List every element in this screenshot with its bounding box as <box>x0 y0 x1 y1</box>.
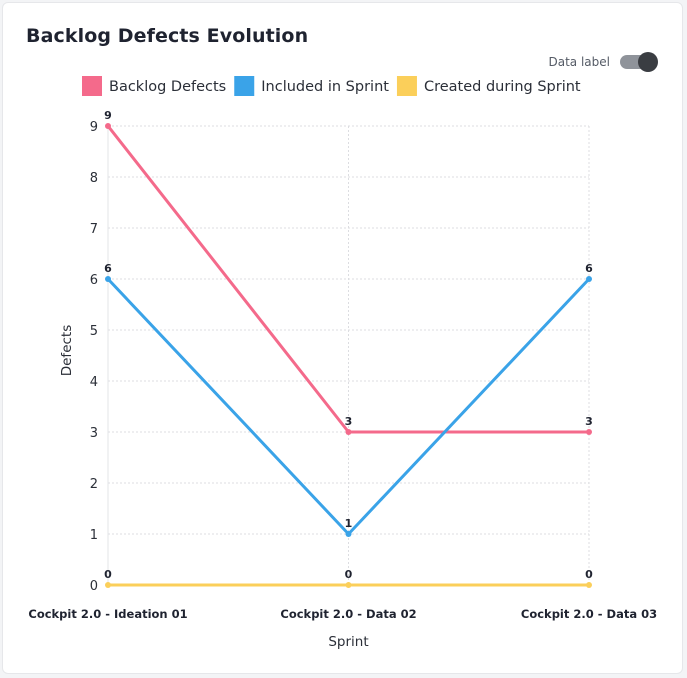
data-point[interactable] <box>345 531 352 537</box>
y-tick-label: 9 <box>90 120 98 135</box>
data-point[interactable] <box>345 582 352 588</box>
legend-label: Included in Sprint <box>261 79 389 95</box>
y-tick-label: 4 <box>90 375 98 390</box>
data-label-toggle[interactable] <box>620 52 658 72</box>
data-label-toggle-label: Data label <box>548 55 611 69</box>
data-label: 6 <box>585 262 593 275</box>
data-label: 0 <box>104 568 112 581</box>
data-labels: 9 3 3 6 1 6 0 0 0 <box>104 109 593 581</box>
data-point[interactable] <box>105 276 111 282</box>
y-tick-label: 1 <box>90 528 98 543</box>
y-tick-label: 8 <box>90 171 98 186</box>
legend-item[interactable]: Backlog Defects <box>82 76 226 96</box>
data-point[interactable] <box>105 123 111 129</box>
data-label: 1 <box>345 517 353 530</box>
legend-swatch <box>234 76 255 96</box>
x-axis-title: Sprint <box>328 634 368 650</box>
toggle-knob <box>638 52 658 72</box>
data-label: 0 <box>345 568 353 581</box>
y-tick-label: 2 <box>90 477 98 492</box>
legend-item[interactable]: Included in Sprint <box>234 76 389 96</box>
y-tick-label: 5 <box>90 324 98 339</box>
data-label: 3 <box>585 415 593 428</box>
series-group <box>105 123 592 588</box>
data-label: 9 <box>104 109 112 122</box>
data-label: 0 <box>585 568 593 581</box>
y-tick-label: 0 <box>90 579 98 594</box>
axes: 0 1 2 3 4 5 6 7 8 9 Cockpit 2.0 - Ideation 01 Cockp… <box>28 120 657 621</box>
y-tick-label: 3 <box>90 426 98 441</box>
data-point[interactable] <box>105 582 111 588</box>
y-tick-label: 6 <box>90 273 98 288</box>
data-point[interactable] <box>345 429 352 435</box>
x-category-label: Cockpit 2.0 - Data 03 <box>521 607 657 621</box>
chart-title: Backlog Defects Evolution <box>26 25 309 47</box>
legend-label: Created during Sprint <box>424 79 581 95</box>
x-category-label: Cockpit 2.0 - Ideation 01 <box>28 607 187 621</box>
data-label-toggle-group: Data label <box>548 52 658 72</box>
x-category-label: Cockpit 2.0 - Data 02 <box>280 607 416 621</box>
legend: Backlog Defects Included in Sprint Created… <box>82 76 581 96</box>
y-axis-title: Defects <box>59 325 75 377</box>
data-point[interactable] <box>586 276 592 282</box>
data-label: 6 <box>104 262 112 275</box>
y-tick-label: 7 <box>90 222 98 237</box>
data-label: 3 <box>345 415 353 428</box>
legend-swatch <box>82 76 102 96</box>
legend-swatch <box>396 76 417 96</box>
data-point[interactable] <box>586 429 592 435</box>
legend-label: Backlog Defects <box>109 79 226 95</box>
data-point[interactable] <box>586 582 592 588</box>
legend-item[interactable]: Created during Sprint <box>396 76 581 96</box>
